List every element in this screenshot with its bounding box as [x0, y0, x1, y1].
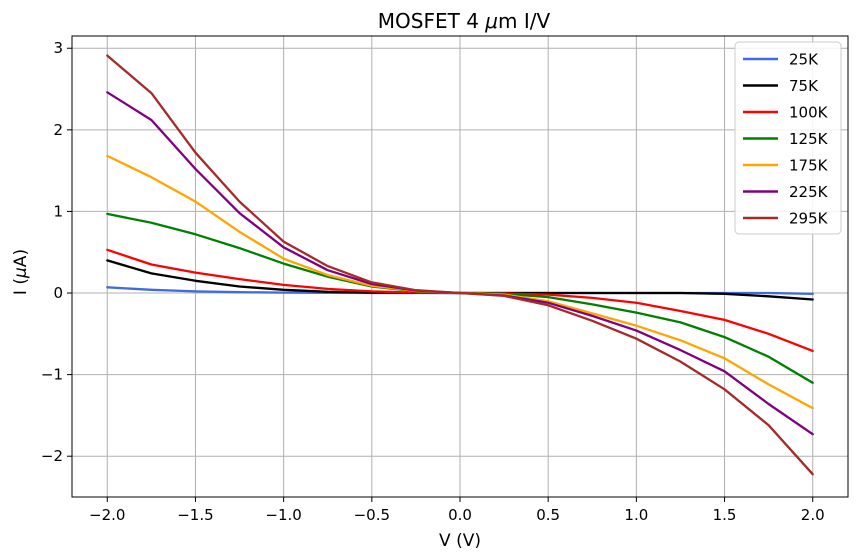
- y-tick-label: 3: [53, 39, 63, 57]
- legend: 25K 75K 100K 125K 175K 225K 295K: [734, 41, 842, 235]
- legend-box: [734, 41, 842, 235]
- grid: [72, 36, 848, 497]
- x-axis-ticks: −2.0 −1.5 −1.0 −0.5 0.0 0.5 1.0 1.5 2.0: [89, 497, 825, 524]
- legend-label-175k: 175K: [789, 157, 829, 175]
- series-line-295k: [106, 54, 814, 476]
- x-tick-label: −1.5: [177, 506, 213, 524]
- x-tick-label: −2.0: [89, 506, 125, 524]
- y-axis-title: I (μA): [11, 249, 31, 295]
- chart-title: MOSFET 4 μm I/V: [378, 9, 551, 33]
- legend-label-125k: 125K: [789, 130, 829, 148]
- y-tick-label: −1: [41, 366, 63, 384]
- x-tick-label: 2.0: [801, 506, 825, 524]
- series-lines: [106, 54, 814, 476]
- legend-label-225k: 225K: [789, 183, 829, 201]
- y-tick-label: 0: [53, 284, 63, 302]
- x-axis-title: V (V): [439, 531, 481, 551]
- x-tick-label: 1.0: [624, 506, 648, 524]
- x-tick-label: 1.5: [713, 506, 737, 524]
- x-tick-label: 0.0: [448, 506, 472, 524]
- y-tick-label: 1: [53, 202, 63, 220]
- y-tick-label: 2: [53, 121, 63, 139]
- x-tick-label: 0.5: [536, 506, 560, 524]
- legend-label-25k: 25K: [789, 51, 819, 69]
- x-tick-label: −1.0: [265, 506, 301, 524]
- legend-label-100k: 100K: [789, 104, 829, 122]
- legend-label-295k: 295K: [789, 210, 829, 228]
- y-axis-ticks: −2 −1 0 1 2 3: [41, 39, 72, 465]
- y-tick-label: −2: [41, 447, 63, 465]
- legend-label-75k: 75K: [789, 77, 819, 95]
- x-tick-label: −0.5: [354, 506, 390, 524]
